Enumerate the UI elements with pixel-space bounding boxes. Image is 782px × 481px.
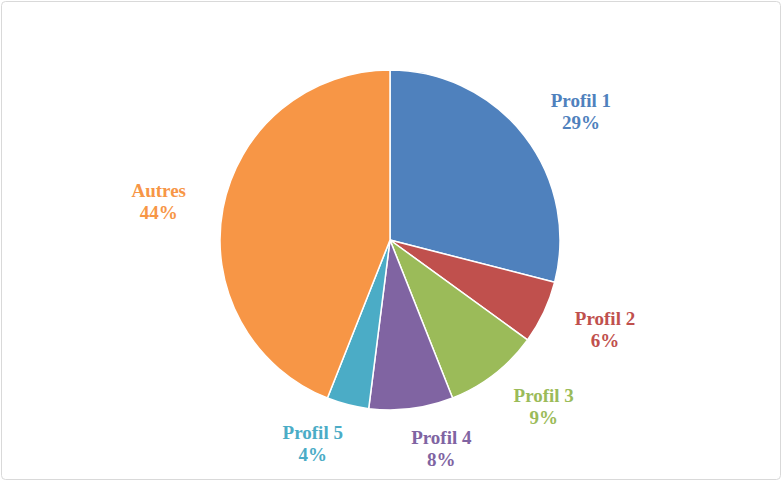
label-value: 4% xyxy=(299,444,328,465)
label-value: 29% xyxy=(562,112,600,133)
data-label: Profil 54% xyxy=(283,422,343,465)
data-label: Autres44% xyxy=(131,180,186,223)
label-value: 6% xyxy=(591,330,620,351)
frame xyxy=(2,2,781,480)
data-label: Profil 26% xyxy=(575,308,635,351)
data-label: Profil 129% xyxy=(551,90,611,133)
label-name: Autres xyxy=(131,180,186,201)
label-value: 8% xyxy=(427,449,456,470)
pie xyxy=(220,70,560,410)
label-name: Profil 2 xyxy=(575,308,635,329)
label-name: Profil 4 xyxy=(411,427,472,448)
label-name: Profil 1 xyxy=(551,90,611,111)
chart: Profil 129%Profil 26%Profil 39%Profil 48… xyxy=(0,0,782,481)
label-name: Profil 5 xyxy=(283,422,343,443)
label-value: 9% xyxy=(529,407,558,428)
slice xyxy=(220,70,390,398)
label-value: 44% xyxy=(140,202,178,223)
data-label: Profil 48% xyxy=(411,427,472,470)
label-name: Profil 3 xyxy=(514,385,574,406)
data-label: Profil 39% xyxy=(514,385,574,428)
data-labels: Profil 129%Profil 26%Profil 39%Profil 48… xyxy=(131,90,635,470)
